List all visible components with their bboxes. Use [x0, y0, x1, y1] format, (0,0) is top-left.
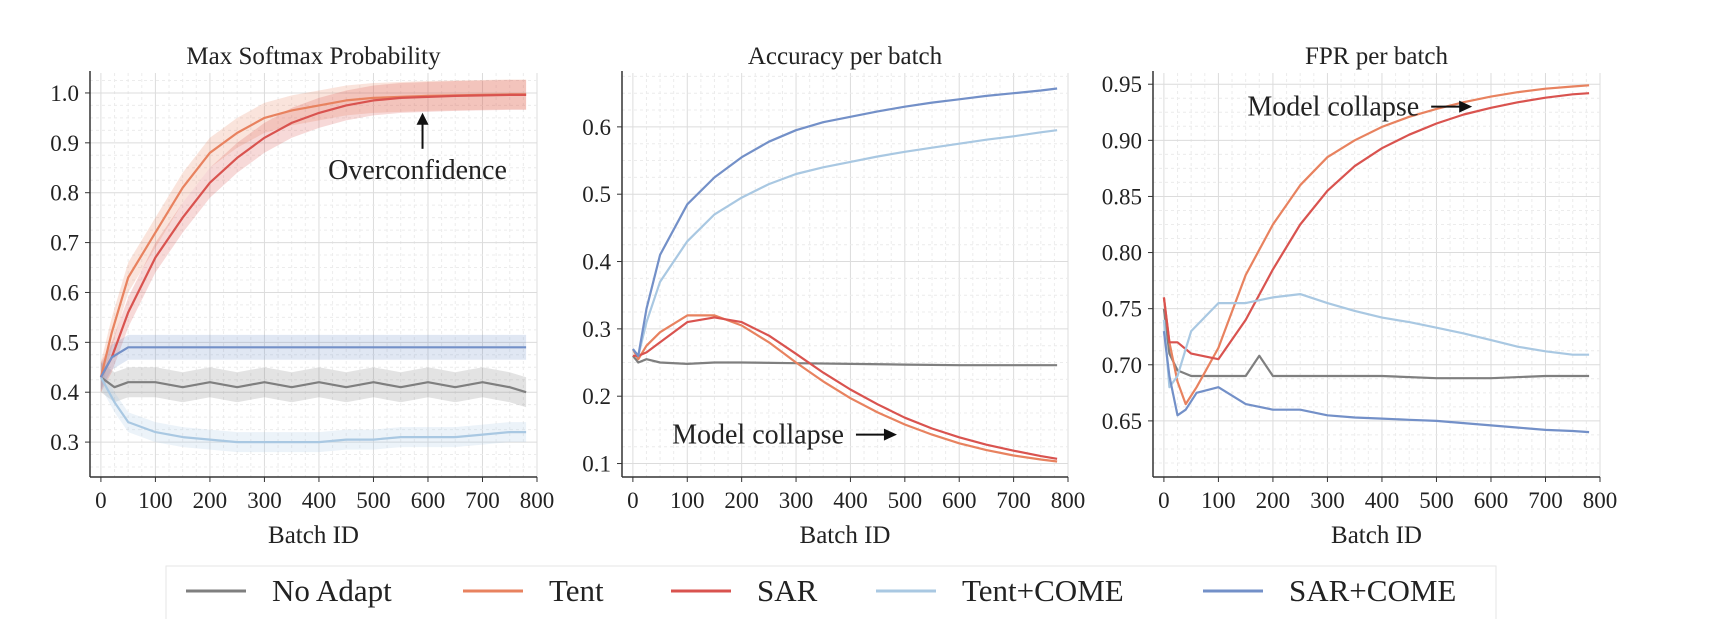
legend-label-sar_come: SAR+COME — [1289, 573, 1456, 608]
annotation-arrowhead — [883, 428, 897, 441]
legend-frame — [165, 565, 1497, 624]
annotation-arrowhead — [416, 112, 429, 125]
series-line-tent — [1162, 84, 1590, 406]
x-tick-label: 300 — [779, 488, 814, 513]
y-tick-label: 0.4 — [582, 250, 611, 275]
band-no_adapt — [100, 362, 527, 408]
annotation-text: Model collapse — [1247, 92, 1419, 123]
series-line-sar — [1162, 92, 1590, 361]
x-tick-label: 0 — [627, 488, 639, 513]
x-tick-label: 500 — [888, 488, 923, 513]
x-tick-label: 700 — [996, 488, 1031, 513]
x-tick-label: 0 — [1158, 488, 1170, 513]
y-tick-label: 0.8 — [50, 181, 79, 206]
y-tick-label: 0.7 — [50, 231, 79, 256]
series-line-no_adapt — [100, 376, 527, 394]
y-tick-label: 0.2 — [582, 384, 611, 409]
x-tick-label: 300 — [1310, 488, 1345, 513]
y-tick-label: 0.6 — [582, 115, 611, 140]
series-line-no_adapt — [632, 355, 1058, 367]
chart-panel-1: 0 100 200 300 400 500 600 700 800 0.3 0.4 0.5 0.6 0.7… — [50, 43, 554, 549]
x-tick-label: 600 — [411, 488, 446, 513]
chart-panel-2: 0 100 200 300 400 500 600 700 800 0.1 0.2 0.3 0.4 0.5… — [582, 43, 1085, 549]
y-tick-label: 0.4 — [50, 380, 79, 405]
x-axis-label: Batch ID — [268, 522, 359, 549]
x-tick-label: 800 — [520, 488, 555, 513]
y-tick-label: 0.80 — [1102, 241, 1142, 266]
series-line-tent_come — [99, 376, 527, 444]
y-tick-label: 0.5 — [582, 182, 611, 207]
band-tent_come — [100, 367, 527, 453]
band-sar_come — [100, 334, 527, 390]
x-tick-label: 400 — [302, 488, 337, 513]
y-tick-label: 0.3 — [50, 430, 79, 455]
chart-panels: 0 100 200 300 400 500 600 700 800 0.3 0.4 0.5 0.6 0.7… — [50, 43, 1617, 549]
chart-title: Max Softmax Probability — [186, 43, 441, 70]
y-tick-label: 0.70 — [1102, 353, 1142, 378]
y-tick-label: 0.6 — [50, 280, 79, 305]
x-tick-label: 500 — [356, 488, 391, 513]
x-tick-label: 800 — [1051, 488, 1086, 513]
series-line-tent_come — [1162, 293, 1590, 389]
series-line-tent_come — [632, 129, 1058, 357]
x-tick-label: 400 — [1365, 488, 1400, 513]
x-tick-label: 700 — [1528, 488, 1563, 513]
x-tick-label: 0 — [95, 488, 107, 513]
annotation-text: Overconfidence — [328, 155, 507, 186]
series-line-sar — [632, 316, 1058, 460]
y-tick-label: 1.0 — [50, 81, 79, 106]
y-tick-label: 0.5 — [50, 330, 79, 355]
chart-title: Accuracy per batch — [748, 43, 943, 70]
y-tick-label: 0.3 — [582, 317, 611, 342]
legend-label-no_adapt: No Adapt — [272, 573, 392, 608]
grid — [1153, 73, 1601, 478]
x-tick-label: 200 — [1256, 488, 1291, 513]
x-tick-label: 200 — [724, 488, 759, 513]
grid — [622, 73, 1069, 477]
x-axis-label: Batch ID — [800, 522, 891, 549]
x-tick-label: 700 — [465, 488, 500, 513]
legend-label-tent_come: Tent+COME — [962, 573, 1124, 608]
x-tick-label: 500 — [1419, 488, 1454, 513]
y-tick-label: 0.9 — [50, 131, 79, 156]
y-tick-label: 0.85 — [1102, 184, 1142, 209]
legend: No Adapt Tent SAR Tent+COME SAR+COME — [165, 565, 1497, 624]
series-line-tent — [631, 314, 1058, 463]
x-tick-label: 400 — [833, 488, 868, 513]
legend-label-tent: Tent — [549, 573, 604, 608]
y-tick-label: 0.75 — [1102, 297, 1142, 322]
x-tick-label: 800 — [1583, 488, 1618, 513]
annotation-text: Model collapse — [672, 420, 844, 451]
chart-panel-3: 0 100 200 300 400 500 600 700 800 0.65 0.70 0.75 0.8… — [1102, 43, 1618, 549]
y-tick-label: 0.1 — [582, 452, 611, 477]
y-tick-label: 0.95 — [1102, 72, 1142, 97]
x-tick-label: 200 — [193, 488, 228, 513]
x-tick-label: 100 — [138, 488, 173, 513]
chart-title: FPR per batch — [1305, 43, 1449, 70]
legend-label-sar: SAR — [757, 573, 818, 608]
y-tick-label: 0.90 — [1102, 128, 1142, 153]
series-line-sar_come — [1162, 330, 1590, 434]
x-tick-label: 100 — [1201, 488, 1236, 513]
series-line-sar_come — [632, 87, 1058, 357]
series-line-sar_come — [99, 346, 527, 378]
x-axis-label: Batch ID — [1331, 522, 1422, 549]
y-tick-label: 0.65 — [1102, 409, 1142, 434]
x-tick-label: 100 — [670, 488, 705, 513]
grid — [90, 73, 538, 477]
x-tick-label: 300 — [247, 488, 282, 513]
x-tick-label: 600 — [1474, 488, 1509, 513]
annotation-arrowhead — [1459, 100, 1473, 113]
series-line-no_adapt — [1162, 308, 1590, 380]
x-tick-label: 600 — [942, 488, 977, 513]
series-line-sar — [99, 93, 527, 378]
